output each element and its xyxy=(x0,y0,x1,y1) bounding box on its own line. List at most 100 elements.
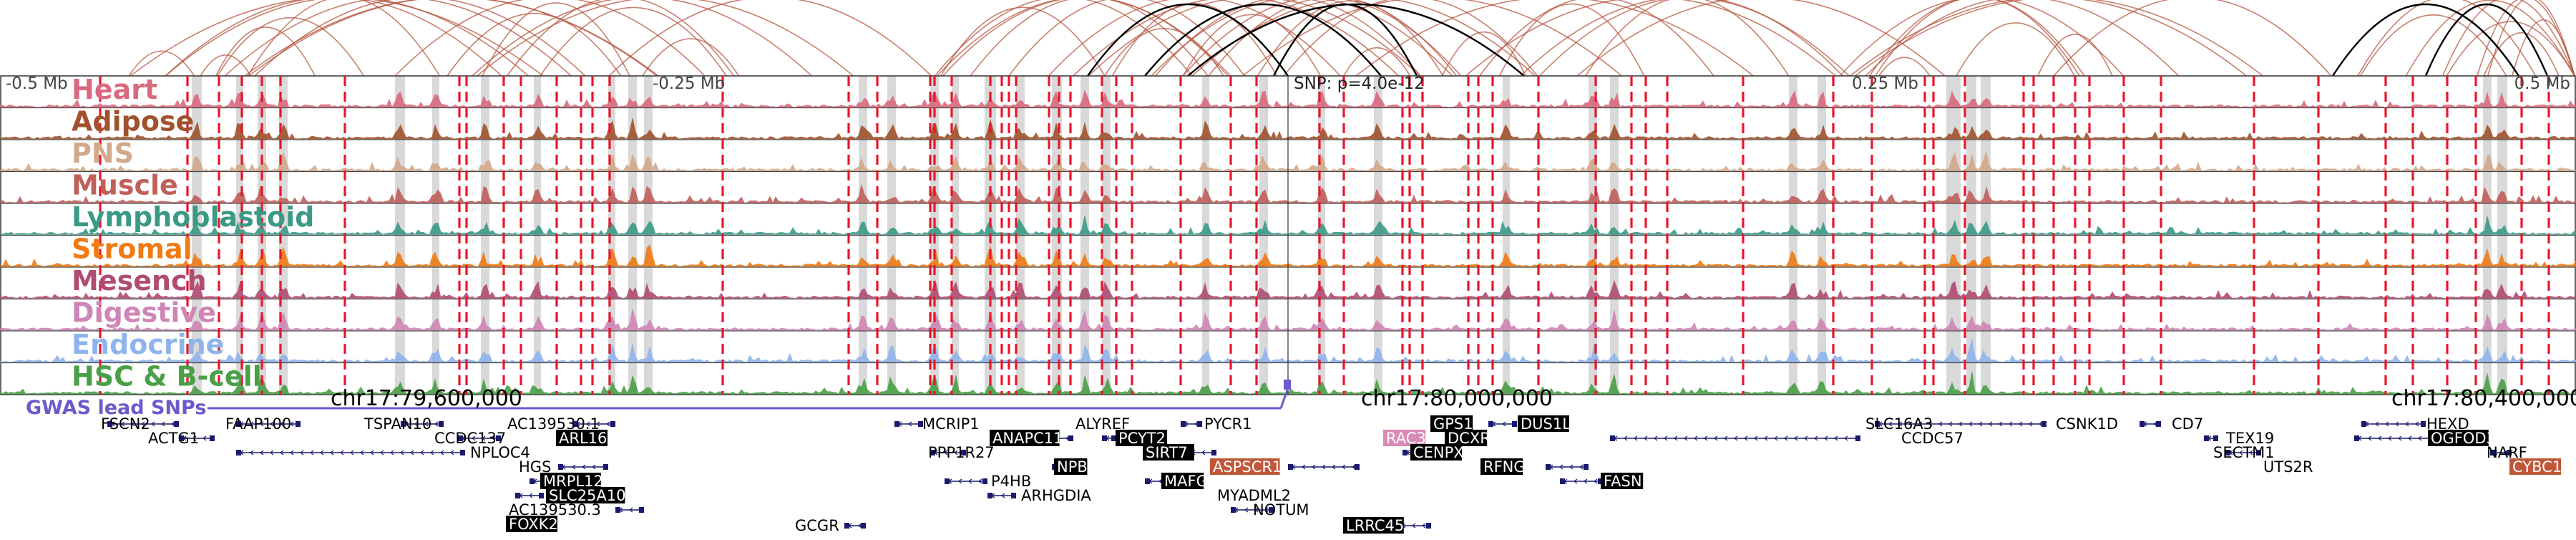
gene-strand-arrow xyxy=(1584,478,1588,484)
gene-label-faap100: FAAP100 xyxy=(225,415,291,433)
gene-exon xyxy=(945,478,950,484)
gene-strand-arrow xyxy=(2415,421,2419,427)
tick-label-0-25: 0.25 Mb xyxy=(1852,74,1918,93)
gene-label-myadml2: MYADML2 xyxy=(1217,487,1291,504)
loop-arc xyxy=(1283,0,1538,77)
gene-strand-arrow xyxy=(954,450,958,455)
loop-arc xyxy=(2483,32,2560,77)
track-label-adipose: Adipose xyxy=(72,106,194,138)
gene-exon xyxy=(1855,435,1860,441)
gene-strand-arrow xyxy=(1794,435,1798,441)
gene-label-fscn2: FSCN2 xyxy=(101,415,150,433)
gene-exon xyxy=(603,464,608,470)
gene-strand-arrow xyxy=(1065,435,1070,441)
gene-strand-arrow xyxy=(1694,435,1698,441)
gene-strand-arrow xyxy=(1644,435,1648,441)
gene-strand-arrow xyxy=(300,450,304,455)
highlighted-loop-arc xyxy=(1272,3,1418,77)
loop-arc xyxy=(1868,0,2085,77)
gene-label-background xyxy=(1410,444,1462,461)
gene-exon xyxy=(982,478,987,484)
gene-exon xyxy=(1355,464,1360,470)
gene-strand-arrow xyxy=(1332,464,1336,470)
gene-strand-arrow xyxy=(1254,507,1259,513)
gene-label-nploc4: NPLOC4 xyxy=(470,444,530,461)
gene-label-gcgr: GCGR xyxy=(795,517,839,534)
gene-label-mcrip1: MCRIP1 xyxy=(922,415,980,433)
signal-track-muscle xyxy=(0,183,2576,203)
gene-strand-arrow xyxy=(1714,435,1718,441)
gene-label-background xyxy=(1343,517,1404,534)
loop-arc xyxy=(165,0,502,77)
loop-arc xyxy=(1465,0,1836,77)
gene-strand-arrow xyxy=(1664,435,1668,441)
loop-arc xyxy=(1355,0,1754,77)
gene-exon xyxy=(530,478,535,484)
gene-label-tspan10: TSPAN10 xyxy=(364,415,431,433)
gene-exon xyxy=(844,523,849,529)
loop-arc xyxy=(970,0,1209,77)
signal-track-adipose xyxy=(0,117,2576,140)
highlighted-loop-arc xyxy=(1087,4,1289,77)
loop-arc xyxy=(165,0,529,77)
gene-strand-arrow xyxy=(1264,507,1269,513)
snp-pvalue-label: SNP: p=4.0e-12 xyxy=(1294,74,1425,93)
track-label-muscle: Muscle xyxy=(72,170,178,201)
gene-strand-arrow xyxy=(290,421,294,427)
gene-strand-arrow xyxy=(1834,435,1838,441)
gene-strand-arrow xyxy=(2239,450,2243,455)
loop-arc xyxy=(608,0,932,77)
gene-label-background xyxy=(1601,473,1644,489)
gene-label-csnk1d: CSNK1D xyxy=(2056,415,2118,433)
gene-strand-arrow xyxy=(1684,435,1688,441)
highlighted-loop-arc xyxy=(2331,4,2520,77)
gene-exon xyxy=(458,435,463,441)
gene-strand-arrow xyxy=(1302,464,1306,470)
signal-track-lymphoblastoid xyxy=(0,215,2576,235)
gene-strand-arrow xyxy=(629,507,633,513)
signal-track-digestive xyxy=(0,309,2576,331)
loop-arc xyxy=(248,0,658,77)
gene-strand-arrow xyxy=(320,450,324,455)
gene-strand-arrow xyxy=(586,421,590,427)
gene-label-p4hb: P4HB xyxy=(991,473,1031,490)
gene-strand-arrow xyxy=(1979,421,1983,427)
gene-strand-arrow xyxy=(1898,421,1903,427)
gene-label-uts2r: UTS2R xyxy=(2263,458,2313,476)
gene-strand-arrow xyxy=(1569,464,1574,470)
gene-label-cenpx: CENPX xyxy=(1413,444,1464,461)
gene-strand-arrow xyxy=(592,464,596,470)
loop-arc xyxy=(1104,28,1224,77)
loop-arc xyxy=(128,50,195,77)
gene-strand-arrow xyxy=(1744,435,1748,441)
gene-strand-arrow xyxy=(1559,464,1563,470)
loop-arc xyxy=(1111,3,1278,77)
gene-label-arhgdia: ARHGDIA xyxy=(1021,487,1091,504)
loop-arc xyxy=(224,0,572,77)
gene-label-background xyxy=(540,473,601,489)
loop-arc xyxy=(1584,0,1790,77)
loop-arc xyxy=(942,0,1229,77)
gene-exon xyxy=(174,421,179,427)
loop-arc xyxy=(1479,0,1714,77)
gene-strand-arrow xyxy=(2249,450,2253,455)
gene-label-ppp1r27: PPP1R27 xyxy=(928,444,995,461)
gene-label-background xyxy=(1161,473,1204,489)
loop-arc xyxy=(1576,0,1946,77)
gene-label-slc16a3: SLC16A3 xyxy=(1865,415,1933,433)
gene-strand-arrow xyxy=(131,421,135,427)
loop-arc xyxy=(1520,0,1850,77)
gene-exon xyxy=(1211,450,1216,455)
signal-track-stromal xyxy=(0,244,2576,267)
gene-strand-arrow xyxy=(2504,450,2508,455)
gene-exon xyxy=(918,421,923,427)
loop-arc xyxy=(394,0,706,77)
loop-arc xyxy=(200,54,252,77)
tick-label-minus-0-25: -0.25 Mb xyxy=(653,74,725,93)
gene-exon xyxy=(2354,435,2359,441)
gwas-track: GWAS lead SNPs xyxy=(26,380,1291,419)
loop-arc xyxy=(447,13,622,77)
gene-label-notum: NOTUM xyxy=(1253,501,1309,519)
